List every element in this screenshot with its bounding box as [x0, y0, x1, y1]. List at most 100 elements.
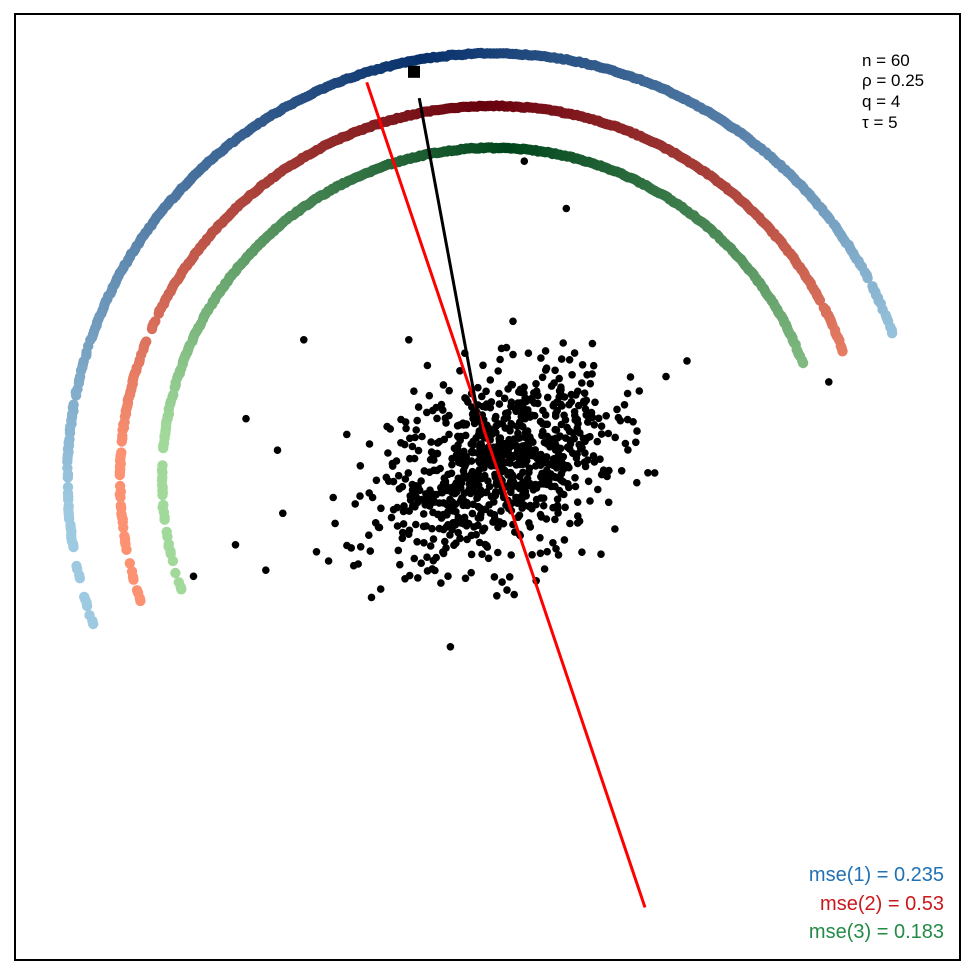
scatter-point — [485, 482, 494, 491]
scatter-point — [623, 415, 632, 424]
scatter-point — [528, 551, 536, 559]
scatter-point — [419, 510, 428, 518]
scatter-point — [470, 523, 478, 531]
scatter-point — [516, 484, 524, 493]
scatter-outlier-point — [405, 336, 413, 344]
scatter-point — [468, 509, 477, 518]
scatter-point — [613, 405, 621, 414]
scatter-outlier-point — [662, 372, 670, 381]
scatter-point — [467, 531, 476, 540]
scatter-point — [413, 538, 421, 546]
scatter-point — [431, 566, 439, 575]
scatter-point — [586, 497, 594, 505]
scatter-outlier-point — [242, 414, 250, 423]
scatter-point — [509, 350, 517, 359]
param-n: n = 60 — [862, 51, 910, 70]
scatter-point — [559, 465, 568, 474]
scatter-point — [324, 557, 333, 565]
scatter-point — [543, 432, 552, 441]
arc-2-point — [116, 436, 128, 447]
scatter-point — [393, 503, 402, 512]
scatter-point — [586, 379, 595, 388]
scatter-point — [402, 424, 410, 433]
scatter-point — [517, 412, 526, 421]
scatter-point — [574, 387, 582, 396]
scatter-outlier-point — [825, 378, 833, 386]
red-direction-line — [365, 81, 647, 908]
scatter-point — [532, 500, 540, 509]
scatter-point — [453, 422, 462, 430]
scatter-point — [529, 438, 537, 447]
scatter-point — [445, 430, 453, 439]
scatter-point — [514, 453, 523, 462]
scatter-point — [494, 523, 502, 532]
scatter-point — [530, 484, 539, 493]
scatter-point — [552, 545, 560, 553]
scatter-point — [549, 503, 557, 512]
scatter-point — [524, 349, 533, 358]
scatter-point — [532, 380, 540, 388]
scatter-point — [522, 448, 530, 457]
scatter-point — [356, 462, 365, 470]
scatter-point — [539, 427, 547, 436]
scatter-point — [542, 364, 551, 373]
scatter-point — [479, 361, 487, 370]
scatter-point — [620, 401, 629, 409]
scatter-point — [525, 468, 533, 477]
scatter-point — [560, 411, 568, 420]
scatter-point — [505, 573, 514, 581]
scatter-point — [555, 452, 563, 460]
scatter-point — [549, 473, 558, 481]
scatter-point — [492, 480, 501, 489]
scatter-point — [482, 387, 490, 396]
scatter-point — [262, 566, 270, 574]
scatter-point — [356, 543, 365, 551]
scatter-point — [574, 420, 582, 428]
scatter-point — [495, 389, 503, 398]
scatter-point — [412, 486, 420, 495]
scatter-point — [494, 548, 502, 557]
square-marker — [408, 65, 420, 78]
scatter-point — [540, 565, 549, 573]
scatter-point — [401, 418, 410, 426]
scatter-point — [568, 371, 576, 379]
scatter-point — [410, 554, 419, 563]
scatter-point — [588, 413, 597, 422]
scatter-point — [476, 444, 484, 452]
scatter-point — [506, 459, 514, 467]
scatter-point — [584, 433, 592, 442]
scatter-point — [474, 456, 483, 465]
scatter-point — [510, 590, 518, 599]
scatter-point — [624, 446, 632, 454]
scatter-point — [507, 420, 515, 428]
scatter-point — [411, 503, 419, 511]
scatter-point — [498, 578, 506, 586]
scatter-point — [526, 413, 534, 421]
scatter-point — [442, 419, 450, 427]
scatter-point — [465, 480, 474, 489]
scatter-point — [433, 449, 442, 458]
scatter-point — [417, 559, 426, 567]
arc-3-point — [159, 514, 170, 525]
scatter-point — [496, 355, 504, 364]
scatter-point — [414, 446, 423, 455]
scatter-point — [551, 515, 559, 524]
scatter-point — [556, 390, 565, 398]
scatter-point — [427, 438, 435, 446]
scatter-point — [399, 520, 408, 528]
scatter-point — [433, 439, 442, 447]
black-direction-line — [417, 97, 489, 467]
scatter-point — [581, 405, 590, 413]
scatter-point — [454, 441, 462, 450]
scatter-point — [406, 434, 414, 443]
legend-mse-2: mse(2) = 0.53 — [820, 893, 944, 915]
scatter-point — [626, 373, 635, 381]
scatter-point — [536, 480, 545, 488]
scatter-point — [386, 425, 395, 433]
scatter-point — [435, 499, 444, 507]
scatter-point — [589, 452, 598, 460]
scatter-point — [533, 453, 541, 462]
scatter-point — [460, 460, 468, 469]
scatter-point — [580, 397, 588, 406]
arc-2-point — [121, 544, 132, 555]
